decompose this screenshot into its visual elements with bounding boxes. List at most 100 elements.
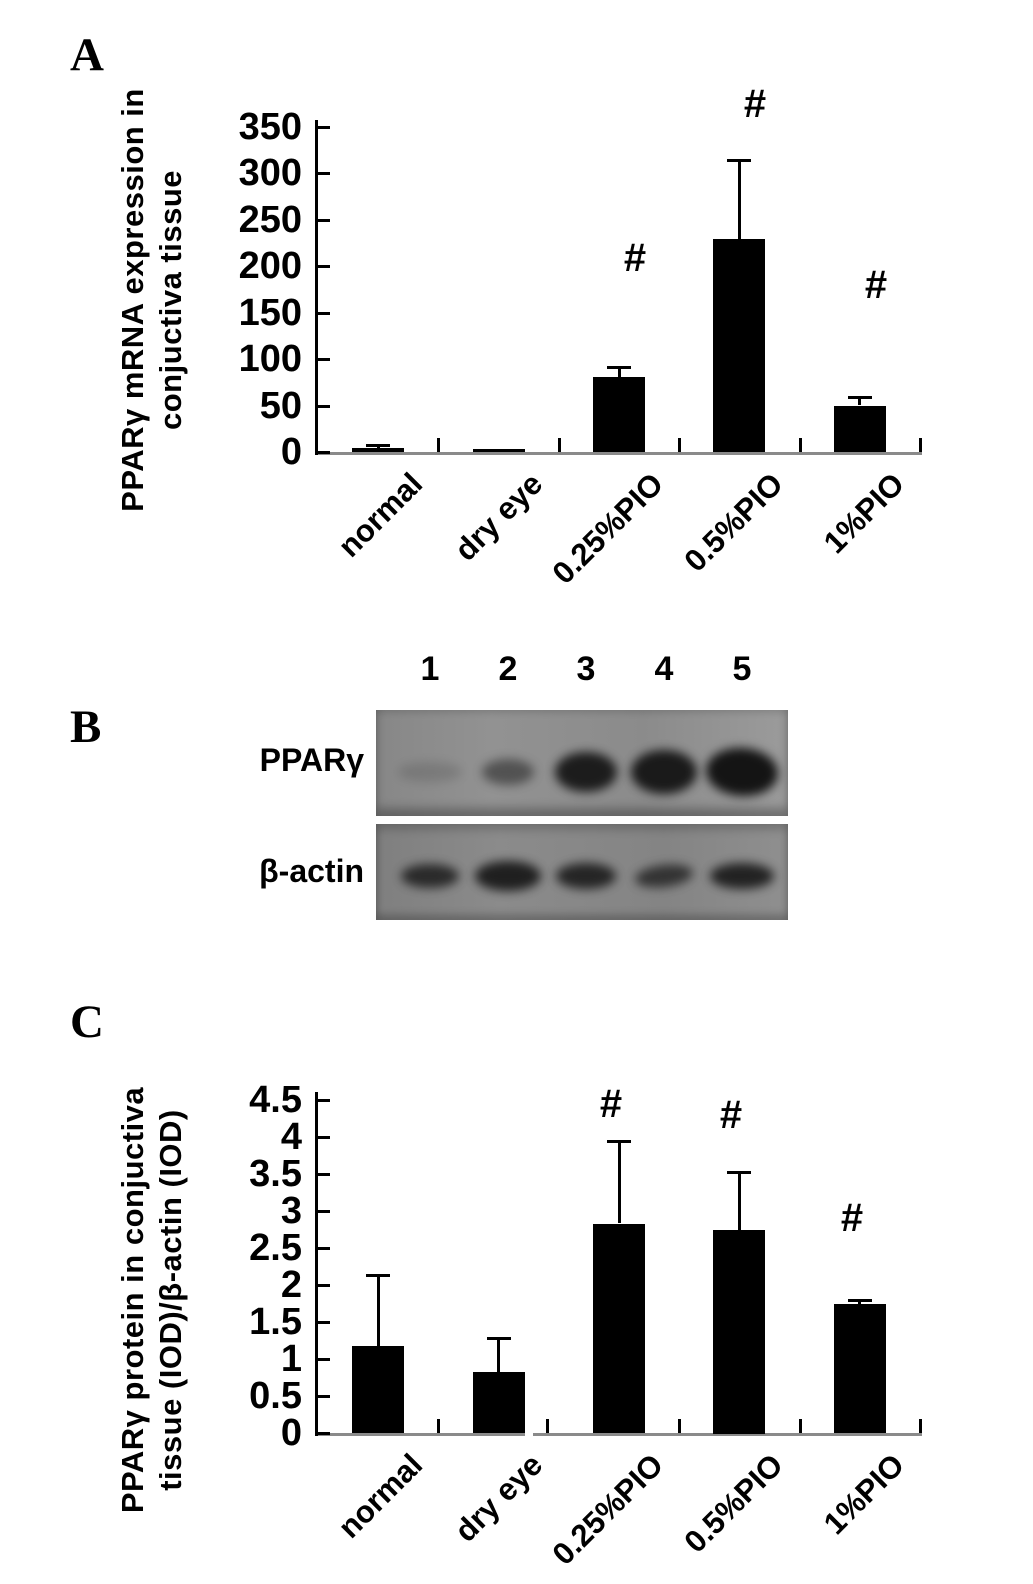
- error-bar-0-25-pio: [618, 1142, 621, 1223]
- bar-dry-eye: [473, 449, 525, 452]
- blot-lane-label-1: 1: [420, 650, 440, 688]
- blot-band-actin-lane-3: [556, 863, 616, 889]
- y-tick-label: 50: [259, 385, 302, 427]
- error-cap-dry-eye: [487, 1337, 511, 1340]
- bar-0-5-pio: [713, 1230, 765, 1434]
- x-category-label-0-25-pio: 0.25%PIO: [545, 1447, 670, 1572]
- error-cap-0-5-pio: [727, 159, 751, 162]
- bar-0-25-pio: [593, 377, 645, 452]
- x-category-label-dry-eye: dry eye: [448, 466, 550, 568]
- y-tick-label: 2: [280, 1264, 302, 1306]
- bar-normal: [352, 1346, 404, 1433]
- panel-a-y-axis-title-line1: PPARγ mRNA expression in: [115, 88, 150, 512]
- significance-marker-1-pio: #: [840, 1196, 864, 1240]
- error-bar-normal: [377, 1276, 380, 1346]
- blot-strip-ppar: [376, 710, 788, 816]
- y-tick: [318, 405, 330, 408]
- y-tick-label: 1.5: [249, 1301, 302, 1343]
- y-tick: [318, 1284, 330, 1287]
- x-tick: [799, 1419, 802, 1433]
- y-axis-line: [315, 120, 318, 455]
- panel-c-y-axis-title: PPARγ protein in conjuctiva tissue (IOD)…: [114, 1087, 190, 1513]
- y-tick-label: 4.5: [249, 1079, 302, 1121]
- y-tick: [318, 358, 330, 361]
- y-tick: [318, 451, 330, 454]
- x-category-label-normal: normal: [330, 466, 429, 564]
- x-tick: [919, 1419, 922, 1433]
- y-tick: [318, 219, 330, 222]
- y-tick-label: 0: [280, 1412, 302, 1454]
- panel-a-y-axis-title: PPARγ mRNA expression in conjuctiva tiss…: [114, 88, 190, 512]
- x-tick: [678, 438, 681, 452]
- blot-band-actin-lane-1: [401, 864, 459, 888]
- error-cap-normal: [366, 1274, 390, 1277]
- significance-marker-0-5-pio: #: [743, 82, 767, 126]
- blot-band-actin-lane-5: [710, 863, 774, 889]
- blot-lane-label-3: 3: [576, 650, 596, 688]
- error-cap-0-25-pio: [607, 1140, 631, 1143]
- error-cap-1-pio: [848, 1299, 872, 1302]
- blot-lane-label-2: 2: [498, 650, 518, 688]
- y-tick-label: 0.5: [249, 1375, 302, 1417]
- y-tick: [318, 172, 330, 175]
- x-category-label-0-25-pio: 0.25%PIO: [545, 466, 670, 591]
- blot-row-label-pparg: PPARγ: [259, 742, 364, 778]
- x-category-label-1-pio: 1%PIO: [816, 466, 911, 561]
- significance-marker-1-pio: #: [864, 263, 888, 307]
- significance-marker-0-5-pio: #: [719, 1093, 743, 1137]
- panel-a-y-axis-title-line2: conjuctiva tissue: [153, 169, 188, 431]
- y-tick: [318, 265, 330, 268]
- y-tick: [318, 312, 330, 315]
- x-category-label-dry-eye: dry eye: [448, 1447, 550, 1549]
- blot-band-actin-lane-4: [633, 861, 695, 891]
- x-tick: [546, 1419, 549, 1433]
- y-tick: [318, 1099, 330, 1102]
- blot-row-label-bactin: β-actin: [259, 853, 364, 889]
- error-cap-0-25-pio: [607, 366, 631, 369]
- y-tick-label: 0: [280, 431, 302, 473]
- y-tick-label: 150: [238, 292, 302, 334]
- y-tick: [318, 126, 330, 129]
- error-cap-1-pio: [848, 396, 872, 399]
- y-tick: [318, 1136, 330, 1139]
- x-tick: [799, 438, 802, 452]
- bar-0-5-pio: [713, 239, 765, 452]
- y-tick-label: 100: [238, 338, 302, 380]
- y-tick: [318, 1395, 330, 1398]
- y-tick: [318, 1247, 330, 1250]
- bar-1-pio: [834, 1304, 886, 1433]
- y-tick-label: 2.5: [249, 1227, 302, 1269]
- blot-band-ppar-lane-3: [555, 752, 617, 792]
- y-tick: [318, 1358, 330, 1361]
- y-tick-label: 250: [238, 199, 302, 241]
- blot-band-ppar-lane-1: [398, 762, 462, 782]
- y-tick-label: 200: [238, 245, 302, 287]
- x-axis-line: [318, 452, 922, 455]
- y-tick-label: 4: [280, 1116, 302, 1158]
- panel-c-y-axis-title-line2: tissue (IOD)/β-actin (IOD): [153, 1109, 188, 1491]
- significance-marker-0-25-pio: #: [599, 1082, 623, 1126]
- blot-band-ppar-lane-2: [482, 759, 534, 785]
- x-tick: [437, 1419, 440, 1433]
- error-cap-normal: [366, 444, 390, 447]
- y-tick-label: 300: [238, 152, 302, 194]
- panel-a-letter: A: [70, 29, 104, 81]
- x-category-label-0-5-pio: 0.5%PIO: [677, 466, 790, 579]
- x-axis-line: [533, 1433, 922, 1436]
- y-tick-label: 350: [238, 106, 302, 148]
- x-axis-line: [318, 1433, 525, 1436]
- bar-1-pio: [834, 406, 886, 452]
- x-tick: [437, 438, 440, 452]
- x-tick: [678, 1419, 681, 1433]
- error-bar-0-5-pio: [738, 1173, 741, 1230]
- error-bar-normal: [377, 446, 380, 449]
- y-tick: [318, 1432, 330, 1435]
- x-category-label-1-pio: 1%PIO: [816, 1447, 911, 1542]
- bar-dry-eye: [473, 1372, 525, 1433]
- error-bar-1-pio: [858, 1301, 861, 1304]
- x-category-label-0-5-pio: 0.5%PIO: [677, 1447, 790, 1560]
- bar-normal: [352, 448, 404, 452]
- panel-c-letter: C: [70, 996, 104, 1048]
- y-tick-label: 1: [280, 1338, 302, 1380]
